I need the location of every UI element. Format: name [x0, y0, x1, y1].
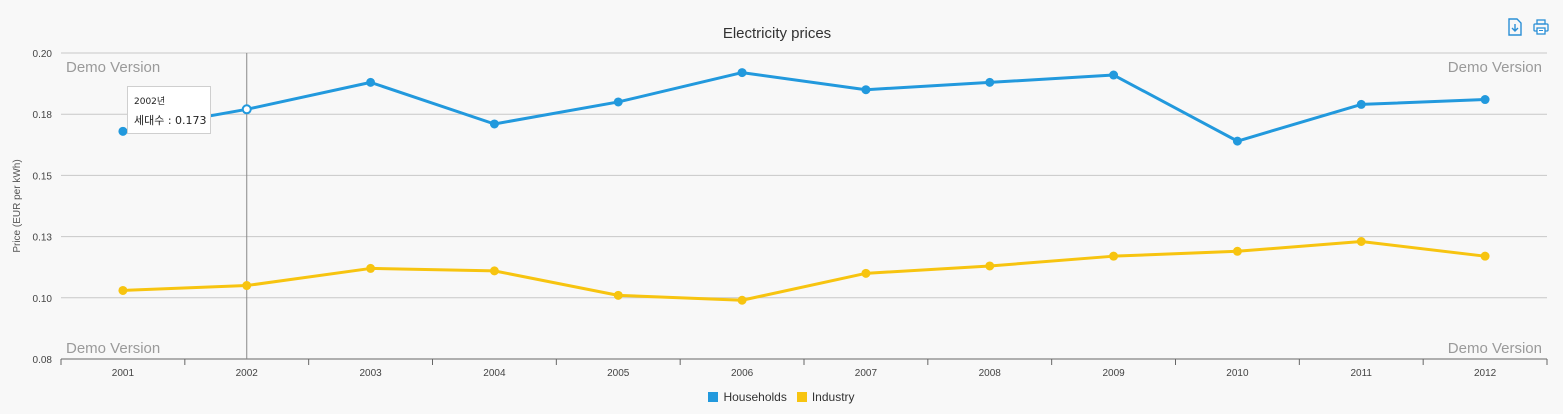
x-tick-label: 2010	[1226, 368, 1249, 379]
y-tick-label: 0.10	[33, 294, 53, 305]
x-tick-label: 2006	[731, 368, 754, 379]
x-tick-label: 2004	[483, 368, 506, 379]
data-point-industry[interactable]	[366, 263, 376, 273]
data-point-industry[interactable]	[118, 285, 128, 295]
data-point-industry[interactable]	[1356, 236, 1366, 246]
y-tick-label: 0.20	[33, 49, 53, 60]
tooltip-value: 세대수 : 0.173	[134, 114, 207, 127]
y-tick-labels: 0.20 0.18 0.15 0.13 0.10 0.08	[33, 49, 53, 366]
data-point-households[interactable]	[613, 97, 623, 107]
x-tick-labels: 2001 2002 2003 2004 2005 2006 2007 2008 2009 2010…	[60, 359, 1548, 379]
series-line-industry	[122, 239, 1486, 302]
x-tick-label: 2007	[855, 368, 878, 379]
data-point-households[interactable]	[241, 104, 252, 115]
x-tick-label: 2012	[1474, 368, 1497, 379]
chart-title: Electricity prices	[723, 25, 831, 42]
data-point-households[interactable]	[861, 85, 871, 95]
data-point-industry[interactable]	[985, 261, 995, 271]
data-point-industry[interactable]	[489, 266, 499, 276]
legend-item-households[interactable]: Households	[708, 390, 787, 404]
data-point-households[interactable]	[118, 126, 128, 136]
legend-label: Industry	[811, 390, 855, 404]
series-line-households	[122, 71, 1486, 143]
data-point-households[interactable]	[1480, 95, 1490, 105]
x-tick-label: 2002	[236, 368, 259, 379]
data-point-households[interactable]	[737, 68, 747, 78]
x-tick-label: 2009	[1102, 368, 1125, 379]
series-layer	[118, 68, 1490, 305]
watermark-top-right: Demo Version	[1447, 59, 1542, 76]
x-tick-label: 2011	[1350, 368, 1372, 379]
y-tick-label: 0.18	[33, 110, 53, 121]
download-icon[interactable]	[1507, 18, 1523, 36]
x-tick-label: 2005	[607, 368, 630, 379]
data-point-households[interactable]	[1232, 136, 1242, 146]
data-point-industry[interactable]	[1480, 251, 1490, 261]
data-point-industry[interactable]	[1109, 251, 1119, 261]
x-tick-label: 2008	[979, 368, 1002, 379]
legend-swatch	[708, 392, 719, 402]
data-point-industry[interactable]	[737, 295, 747, 305]
tooltip: 2002년 세대수 : 0.173	[127, 86, 211, 134]
legend-swatch	[796, 392, 807, 402]
data-point-households[interactable]	[1356, 99, 1366, 109]
print-icon[interactable]	[1533, 18, 1549, 36]
watermark-bottom-left: Demo Version	[66, 340, 161, 357]
y-axis-label: Price (EUR per kWh)	[12, 159, 23, 252]
data-point-industry[interactable]	[1232, 246, 1242, 256]
legend: Households Industry	[0, 390, 1563, 404]
data-point-industry[interactable]	[242, 281, 252, 291]
data-point-households[interactable]	[1109, 70, 1119, 80]
data-point-industry[interactable]	[861, 268, 871, 278]
watermark-bottom-right: Demo Version	[1447, 340, 1542, 357]
grid-lines	[61, 52, 1547, 360]
legend-item-industry[interactable]: Industry	[796, 390, 855, 404]
legend-label: Households	[723, 390, 787, 404]
y-tick-label: 0.08	[33, 355, 53, 366]
y-tick-label: 0.15	[33, 171, 53, 182]
x-tick-label: 2001	[112, 368, 135, 379]
data-point-households[interactable]	[366, 77, 376, 87]
x-tick-label: 2003	[359, 368, 382, 379]
data-point-households[interactable]	[985, 77, 995, 87]
data-point-households[interactable]	[489, 119, 499, 129]
data-point-industry[interactable]	[613, 290, 623, 300]
chart-toolbar	[1507, 18, 1549, 36]
tooltip-title: 2002년	[134, 97, 166, 107]
watermark-top-left: Demo Version	[66, 59, 161, 76]
y-tick-label: 0.13	[33, 233, 53, 244]
